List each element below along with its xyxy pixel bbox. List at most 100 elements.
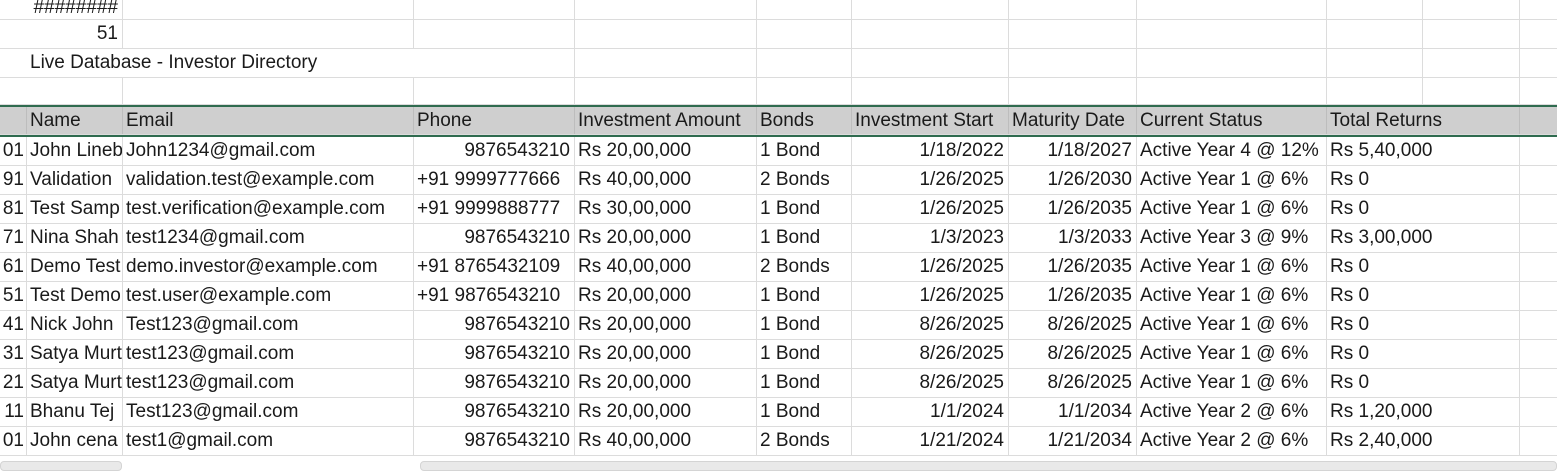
- sheet-tab-scrollbar[interactable]: [0, 461, 122, 471]
- investment-amount-cell[interactable]: Rs 40,00,000: [575, 166, 757, 194]
- empty-cell[interactable]: [1137, 49, 1327, 77]
- empty-cell[interactable]: [1327, 49, 1423, 77]
- empty-cell[interactable]: [1520, 166, 1557, 194]
- total-returns-cell[interactable]: Rs 1,20,000: [1327, 398, 1520, 426]
- empty-cell[interactable]: [1327, 20, 1423, 48]
- investment-start-cell[interactable]: 1/21/2024: [852, 427, 1009, 455]
- total-returns-cell[interactable]: Rs 0: [1327, 311, 1520, 339]
- investment-start-cell[interactable]: 8/26/2025: [852, 311, 1009, 339]
- cell-a2[interactable]: 51: [0, 20, 123, 48]
- row-id-cell[interactable]: 01: [0, 427, 27, 455]
- current-status-cell[interactable]: Active Year 3 @ 9%: [1137, 224, 1327, 252]
- empty-cell[interactable]: [575, 0, 757, 19]
- empty-cell[interactable]: [123, 0, 414, 19]
- header-email[interactable]: Email: [123, 107, 414, 134]
- row-id-cell[interactable]: 31: [0, 340, 27, 368]
- bonds-cell[interactable]: 1 Bond: [757, 195, 852, 223]
- empty-cell[interactable]: [414, 49, 575, 77]
- empty-cell[interactable]: [1423, 49, 1520, 77]
- phone-cell[interactable]: +91 9999777666: [414, 166, 575, 194]
- empty-cell[interactable]: [123, 78, 414, 104]
- empty-cell[interactable]: [575, 20, 757, 48]
- empty-cell[interactable]: [414, 78, 575, 104]
- current-status-cell[interactable]: Active Year 1 @ 6%: [1137, 282, 1327, 310]
- name-cell[interactable]: Bhanu Tej: [27, 398, 123, 426]
- investment-amount-cell[interactable]: Rs 20,00,000: [575, 369, 757, 397]
- empty-cell[interactable]: [757, 78, 852, 104]
- current-status-cell[interactable]: Active Year 1 @ 6%: [1137, 253, 1327, 281]
- row-id-cell[interactable]: 21: [0, 369, 27, 397]
- investment-amount-cell[interactable]: Rs 20,00,000: [575, 282, 757, 310]
- empty-cell[interactable]: [1327, 0, 1423, 19]
- name-cell[interactable]: John cena: [27, 427, 123, 455]
- empty-cell[interactable]: [1520, 253, 1557, 281]
- empty-cell[interactable]: [852, 20, 1009, 48]
- header-total-returns[interactable]: Total Returns: [1327, 107, 1520, 134]
- row-id-cell[interactable]: 61: [0, 253, 27, 281]
- maturity-date-cell[interactable]: 1/3/2033: [1009, 224, 1137, 252]
- investment-start-cell[interactable]: 1/26/2025: [852, 166, 1009, 194]
- investment-start-cell[interactable]: 1/3/2023: [852, 224, 1009, 252]
- total-returns-cell[interactable]: Rs 3,00,000: [1327, 224, 1520, 252]
- empty-cell[interactable]: [757, 49, 852, 77]
- empty-cell[interactable]: [1423, 20, 1520, 48]
- current-status-cell[interactable]: Active Year 1 @ 6%: [1137, 311, 1327, 339]
- empty-cell[interactable]: [1009, 49, 1137, 77]
- email-cell[interactable]: John1234@gmail.com: [123, 137, 414, 165]
- empty-cell[interactable]: [1423, 78, 1520, 104]
- empty-cell[interactable]: [1009, 78, 1137, 104]
- email-cell[interactable]: demo.investor@example.com: [123, 253, 414, 281]
- investment-amount-cell[interactable]: Rs 20,00,000: [575, 137, 757, 165]
- phone-cell[interactable]: 9876543210: [414, 137, 575, 165]
- total-returns-cell[interactable]: Rs 0: [1327, 195, 1520, 223]
- phone-cell[interactable]: 9876543210: [414, 427, 575, 455]
- row-id-cell[interactable]: 51: [0, 282, 27, 310]
- bonds-cell[interactable]: 1 Bond: [757, 311, 852, 339]
- investment-amount-cell[interactable]: Rs 20,00,000: [575, 340, 757, 368]
- empty-cell[interactable]: [1009, 0, 1137, 19]
- row-id-cell[interactable]: 91: [0, 166, 27, 194]
- empty-cell[interactable]: [1520, 340, 1557, 368]
- name-cell[interactable]: Test Demo: [27, 282, 123, 310]
- phone-cell[interactable]: +91 9999888777: [414, 195, 575, 223]
- empty-cell[interactable]: [1520, 427, 1557, 455]
- header-cell-empty[interactable]: [1520, 107, 1557, 134]
- maturity-date-cell[interactable]: 8/26/2025: [1009, 311, 1137, 339]
- bonds-cell[interactable]: 1 Bond: [757, 340, 852, 368]
- maturity-date-cell[interactable]: 8/26/2025: [1009, 340, 1137, 368]
- total-returns-cell[interactable]: Rs 2,40,000: [1327, 427, 1520, 455]
- investment-amount-cell[interactable]: Rs 30,00,000: [575, 195, 757, 223]
- phone-cell[interactable]: 9876543210: [414, 311, 575, 339]
- total-returns-cell[interactable]: Rs 5,40,000: [1327, 137, 1520, 165]
- investment-start-cell[interactable]: 1/18/2022: [852, 137, 1009, 165]
- name-cell[interactable]: Validation: [27, 166, 123, 194]
- bonds-cell[interactable]: 1 Bond: [757, 224, 852, 252]
- row-id-cell[interactable]: 41: [0, 311, 27, 339]
- empty-cell[interactable]: [575, 49, 757, 77]
- horizontal-scrollbar[interactable]: [420, 461, 1557, 471]
- investment-amount-cell[interactable]: Rs 20,00,000: [575, 311, 757, 339]
- investment-start-cell[interactable]: 1/26/2025: [852, 195, 1009, 223]
- investment-amount-cell[interactable]: Rs 40,00,000: [575, 253, 757, 281]
- email-cell[interactable]: Test123@gmail.com: [123, 398, 414, 426]
- current-status-cell[interactable]: Active Year 2 @ 6%: [1137, 427, 1327, 455]
- empty-cell[interactable]: [1520, 137, 1557, 165]
- maturity-date-cell[interactable]: 1/26/2035: [1009, 282, 1137, 310]
- email-cell[interactable]: test.user@example.com: [123, 282, 414, 310]
- empty-cell[interactable]: [1520, 311, 1557, 339]
- empty-cell[interactable]: [1520, 369, 1557, 397]
- empty-cell[interactable]: [1137, 78, 1327, 104]
- bonds-cell[interactable]: 1 Bond: [757, 137, 852, 165]
- row-id-cell[interactable]: 81: [0, 195, 27, 223]
- maturity-date-cell[interactable]: 1/1/2034: [1009, 398, 1137, 426]
- total-returns-cell[interactable]: Rs 0: [1327, 369, 1520, 397]
- investment-amount-cell[interactable]: Rs 20,00,000: [575, 398, 757, 426]
- maturity-date-cell[interactable]: 1/26/2030: [1009, 166, 1137, 194]
- bonds-cell[interactable]: 1 Bond: [757, 398, 852, 426]
- phone-cell[interactable]: 9876543210: [414, 224, 575, 252]
- empty-cell[interactable]: [852, 49, 1009, 77]
- investment-start-cell[interactable]: 8/26/2025: [852, 369, 1009, 397]
- header-cell-id[interactable]: [0, 107, 27, 134]
- header-investment-start[interactable]: Investment Start: [852, 107, 1009, 134]
- empty-cell[interactable]: [1520, 224, 1557, 252]
